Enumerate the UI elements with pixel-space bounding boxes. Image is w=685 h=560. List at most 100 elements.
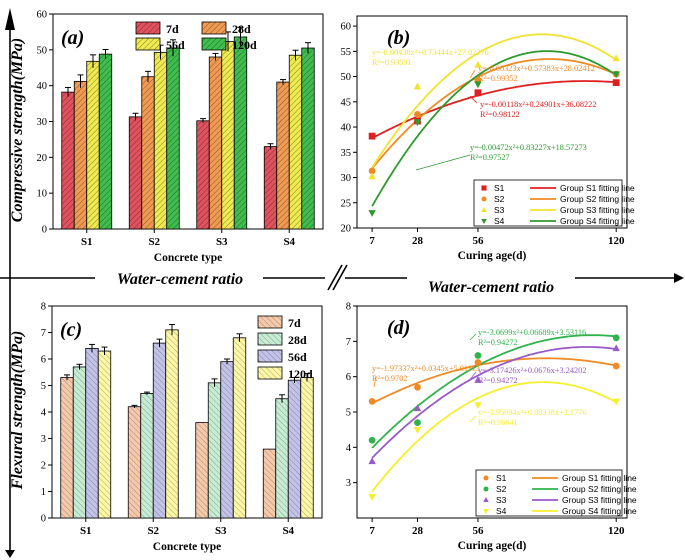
legend: S1 Group S1 fitting line S2 Group S2 fittin… xyxy=(473,179,635,227)
point-S2-7 xyxy=(368,436,376,444)
fit-equation-S3: y=-3.17426x²+0.0676x+3.24202 xyxy=(478,366,586,375)
plot-frame xyxy=(356,15,628,229)
fit-r2-S1: R²=0.98122 xyxy=(480,110,520,119)
y-tick-label: 40 xyxy=(37,81,48,92)
fit-line-S3 xyxy=(371,346,617,459)
point-S3-7 xyxy=(368,457,376,465)
legend-swatch-hatch xyxy=(136,38,160,50)
legend-swatch-hatch xyxy=(202,38,226,50)
legend-label-S3: S3 xyxy=(496,495,507,505)
flexural-ylabel: Flexural strength(MPa) xyxy=(9,331,26,491)
legend-label-120d: 120d xyxy=(288,367,313,381)
y-tick-label: 3 xyxy=(346,478,351,489)
bar-hatch xyxy=(264,146,277,229)
annotation-arrow xyxy=(469,415,477,423)
point-S2-56 xyxy=(474,352,482,359)
fit-r2-S1: R²=0.9702 xyxy=(372,374,408,383)
legend-marker-S3 xyxy=(483,496,489,503)
fit-r2-S4: R²=0.97527 xyxy=(470,153,510,162)
point-S3-120 xyxy=(612,344,620,352)
legend-label-28d: 28d xyxy=(288,333,307,347)
legend-label-7d: 7d xyxy=(166,22,179,36)
fit-equation-S1: y=-0.00118x²+0.24901x+36.08222 xyxy=(480,100,596,109)
point-S4-7 xyxy=(368,210,376,217)
bar-hatch xyxy=(195,422,209,518)
panel-a-compressive-bar-chart: 0 10 20 30 40 50 60 S1 S2 S3 S4 Concrete type (a) 7d 2… xyxy=(37,10,324,264)
legend-marker-S4 xyxy=(483,508,489,515)
bar-hatch xyxy=(209,57,222,229)
point-S3-28 xyxy=(413,404,422,412)
panel-label: (c) xyxy=(60,319,82,341)
legend-label-S2: S2 xyxy=(496,484,507,494)
annotation-arrow xyxy=(373,375,377,388)
y-tick-label: 30 xyxy=(37,117,48,128)
y-tick-label: 8 xyxy=(346,302,351,313)
bar-hatch xyxy=(98,351,111,518)
y-tick-label: 6 xyxy=(346,372,351,383)
point-S1-56 xyxy=(474,359,482,366)
bar-hatch xyxy=(301,48,315,229)
point-S4-120 xyxy=(612,71,620,79)
y-tick-label: 4 xyxy=(346,443,352,454)
point-S1-120 xyxy=(612,79,620,87)
fit-r2-S3: R²=0.94272 xyxy=(478,376,518,385)
x-tick-label: 7 xyxy=(369,525,375,537)
x-tick-label: S4 xyxy=(282,525,294,537)
legend-swatch-hatch xyxy=(258,350,282,362)
panel-label: (b) xyxy=(387,27,410,49)
x-tick-label: 28 xyxy=(412,525,424,537)
x-tick-label: 7 xyxy=(369,235,375,247)
point-S2-7 xyxy=(368,167,376,175)
bar-hatch xyxy=(289,55,302,230)
legend-marker-S3 xyxy=(481,206,487,213)
legend-fit-label-S4: Group S4 fitting line xyxy=(560,216,635,226)
point-S3-56 xyxy=(474,60,482,68)
y-tick-label: 45 xyxy=(341,97,352,108)
x-axis-label: Concrete type xyxy=(154,252,222,264)
fit-line-S1 xyxy=(371,357,617,405)
legend-swatch-hatch xyxy=(136,22,160,34)
bar-hatch xyxy=(153,343,166,518)
y-tick-label: 8 xyxy=(41,302,46,313)
point-S2-28 xyxy=(414,419,421,426)
bar-hatch xyxy=(166,48,180,229)
point-S2-120 xyxy=(612,334,620,342)
point-S1-56 xyxy=(474,89,482,97)
fit-r2-S4: R²=0.96641 xyxy=(478,418,518,427)
x-tick-label: S1 xyxy=(80,525,92,537)
legend-label-7d: 7d xyxy=(288,316,301,330)
point-S1-28 xyxy=(414,383,421,391)
left-arrow-axis xyxy=(5,8,15,558)
x-axis-label: Concrete type xyxy=(153,541,221,553)
y-tick-label: 6 xyxy=(41,355,46,366)
y-tick-label: 4 xyxy=(41,408,47,419)
legend-swatch-hatch xyxy=(258,367,282,379)
x-tick-label: 120 xyxy=(608,235,625,247)
y-tick-label: 50 xyxy=(341,72,352,83)
legend-label-S4: S4 xyxy=(494,216,505,226)
fit-line-S2 xyxy=(371,334,617,449)
point-S4-56 xyxy=(474,402,482,410)
y-tick-label: 20 xyxy=(341,224,352,235)
fit-line-S2 xyxy=(371,58,617,170)
y-tick-label: 5 xyxy=(346,408,351,419)
point-S3-7 xyxy=(368,172,376,180)
bar-hatch xyxy=(165,329,179,518)
fit-r2-S2: R²=0.99352 xyxy=(478,74,518,83)
legend-fit-label-S3: Group S3 fitting line xyxy=(562,495,637,505)
x-tick-label: 120 xyxy=(608,525,625,537)
y-tick-label: 25 xyxy=(341,198,352,209)
annotation-arrow xyxy=(415,154,471,171)
x-tick-label: 56 xyxy=(472,525,484,537)
legend-swatch-hatch xyxy=(258,333,282,345)
y-tick-label: 35 xyxy=(341,148,352,159)
y-tick-label: 0 xyxy=(42,225,47,236)
water-cement-divider xyxy=(0,264,684,291)
annotation-arrow xyxy=(467,371,477,383)
y-tick-label: 3 xyxy=(41,434,46,445)
bar-hatch xyxy=(61,92,75,229)
y-tick-label: 7 xyxy=(346,337,351,348)
point-S3-28 xyxy=(413,82,422,90)
